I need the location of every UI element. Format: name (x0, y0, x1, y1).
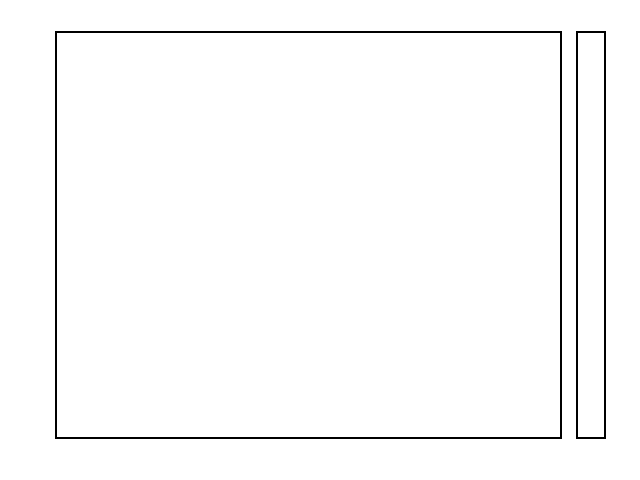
colorbar-gradient (576, 31, 606, 439)
heatmap-canvas (57, 33, 560, 437)
